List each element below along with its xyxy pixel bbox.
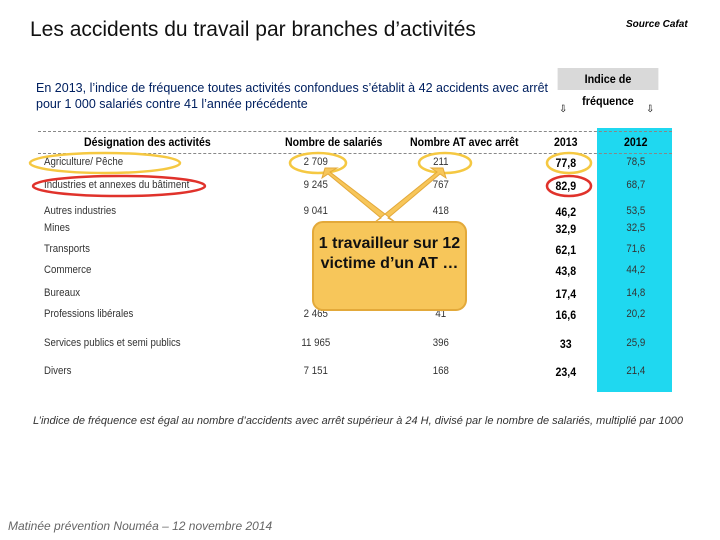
title: Les accidents du travail par branches d’… bbox=[30, 18, 476, 41]
cell-value: 53,5 bbox=[626, 205, 646, 217]
activity-name: Industries et annexes du bâtiment bbox=[44, 179, 190, 191]
highlight-ellipse bbox=[545, 174, 593, 198]
rule bbox=[38, 153, 672, 154]
cell-value: 41 bbox=[435, 308, 447, 320]
source: Source Cafat bbox=[626, 19, 688, 30]
cell-value: 71,6 bbox=[626, 243, 646, 255]
activity-name: Autres industries bbox=[44, 205, 117, 217]
rule bbox=[38, 131, 672, 132]
highlight-ellipse bbox=[31, 174, 207, 198]
cell-value: 16,6 bbox=[555, 308, 577, 322]
activity-name: Professions libérales bbox=[44, 308, 134, 320]
cell-value: 32,9 bbox=[555, 222, 577, 236]
column-header: 2013 bbox=[554, 135, 578, 149]
cell-value: 11 965 bbox=[301, 337, 331, 349]
cell-value: 418 bbox=[432, 205, 449, 217]
cell-value: 77,8 bbox=[555, 156, 577, 170]
cell-value: 46,2 bbox=[555, 205, 577, 219]
activity-name: Mines bbox=[44, 222, 70, 234]
cell-value: 33 bbox=[559, 337, 572, 351]
cell-value: 168 bbox=[432, 365, 449, 377]
arrow bbox=[321, 167, 386, 223]
highlight-ellipse bbox=[417, 151, 473, 175]
cell-value: 25,9 bbox=[626, 337, 646, 349]
activity-name: Transports bbox=[44, 243, 90, 255]
column-header: 2012 bbox=[624, 135, 648, 149]
group-header: Indice de fréquence bbox=[557, 68, 659, 108]
intro: En 2013, l’indice de fréquence toutes ac… bbox=[36, 81, 548, 111]
arrow bbox=[384, 167, 447, 223]
activity-name: Services publics et semi publics bbox=[44, 337, 181, 349]
highlight-ellipse bbox=[288, 151, 348, 175]
cell-value: 21,4 bbox=[626, 365, 646, 377]
cell-value: 7 151 bbox=[303, 365, 328, 377]
cell-value: 9 245 bbox=[303, 179, 328, 191]
footer: Matinée prévention Nouméa – 12 novembre … bbox=[8, 519, 273, 533]
cell-value: 17,4 bbox=[555, 287, 577, 301]
cell-value: 62,1 bbox=[555, 243, 577, 257]
activity-name: Agriculture/ Pêche bbox=[44, 156, 124, 168]
cell-value: 14,8 bbox=[626, 287, 646, 299]
cell-value: 82,9 bbox=[555, 179, 577, 193]
cell-value: 211 bbox=[433, 156, 449, 168]
cell-value: 68,7 bbox=[626, 179, 646, 191]
cell-value: 9 041 bbox=[303, 205, 328, 217]
callout: 1 travailleur sur 12 victime d’un AT … bbox=[318, 235, 461, 272]
cell-value: 23,4 bbox=[555, 365, 577, 379]
highlight-ellipse bbox=[28, 151, 182, 175]
cell-value: 78,5 bbox=[626, 156, 646, 168]
activity-name: Divers bbox=[44, 365, 72, 377]
arrow: ⇩ bbox=[559, 104, 568, 115]
highlight-ellipse bbox=[545, 151, 593, 175]
cell-value: 44,2 bbox=[626, 264, 646, 276]
activity-name: Commerce bbox=[44, 264, 92, 276]
cell-value: 2 465 bbox=[303, 308, 328, 320]
activity-name: Bureaux bbox=[44, 287, 81, 299]
column-header: Désignation des activités bbox=[84, 135, 211, 149]
callout-box bbox=[312, 221, 467, 311]
arrow: ⇩ bbox=[646, 104, 655, 115]
cell-value: 767 bbox=[432, 179, 449, 191]
cell-value: 20,2 bbox=[626, 308, 646, 320]
cell-value: 2 709 bbox=[303, 156, 328, 168]
cell-value: 32,5 bbox=[626, 222, 646, 234]
cell-value: 43,8 bbox=[555, 264, 577, 278]
cell-value: 396 bbox=[432, 337, 449, 349]
footnote: L’indice de fréquence est égal au nombre… bbox=[33, 415, 683, 427]
highlight-column bbox=[597, 128, 672, 392]
